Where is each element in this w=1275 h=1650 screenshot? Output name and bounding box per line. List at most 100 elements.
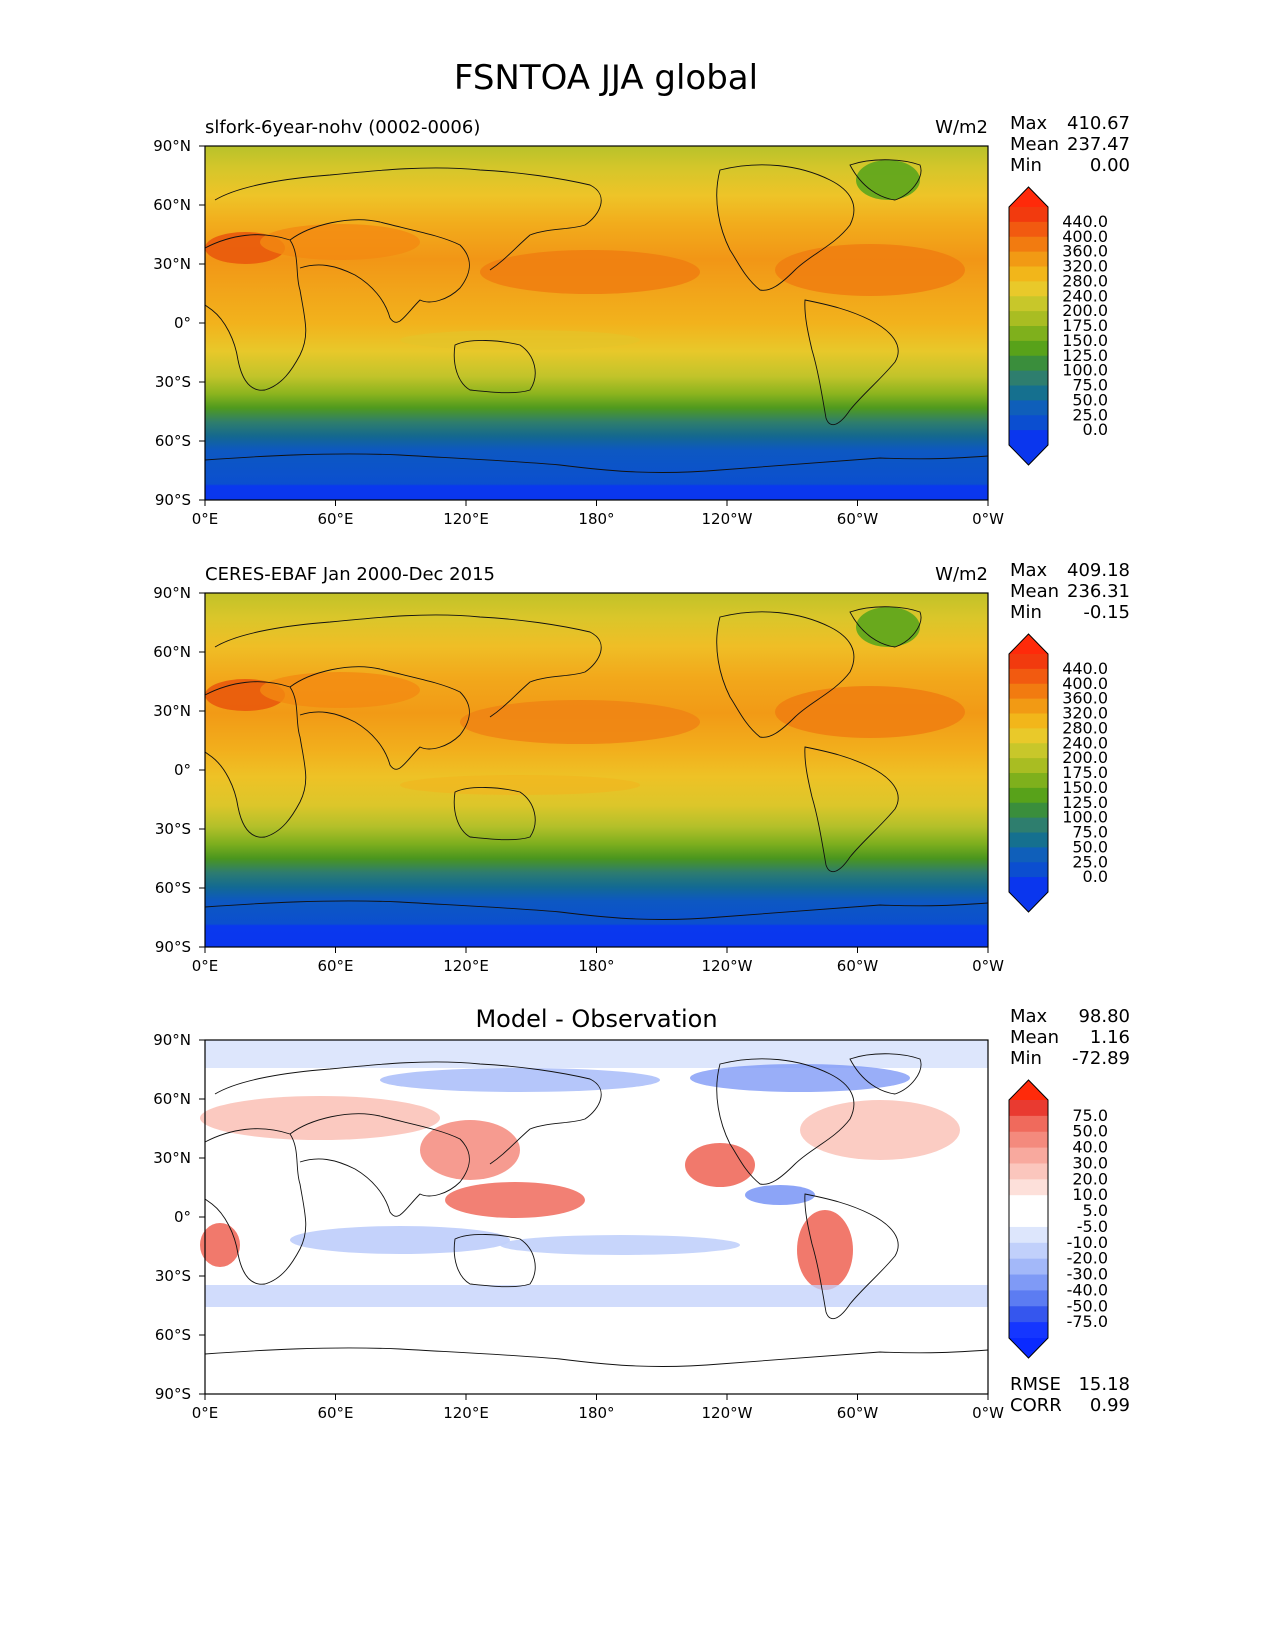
colorbar-segment — [1009, 296, 1048, 312]
lat-label: 0° — [174, 314, 191, 332]
field-background — [205, 593, 988, 947]
lat-label: 90°N — [153, 584, 191, 602]
lon-label: 120°E — [443, 957, 489, 975]
colorbar-segment — [1009, 654, 1048, 670]
panel-difference: Model - Observation — [153, 1005, 1130, 1422]
colorbar-segment — [1009, 221, 1048, 238]
colorbar-segment — [1009, 832, 1048, 848]
colorbar-segment — [1009, 802, 1048, 819]
stat-label: Max — [1010, 113, 1048, 134]
lat-label: 30°N — [153, 255, 191, 273]
lat-label: 90°S — [155, 491, 191, 509]
colorbar-extension-over — [1009, 187, 1048, 207]
lon-label: 0°E — [192, 957, 219, 975]
coastlines — [204, 606, 989, 920]
lon-label: 0°E — [192, 1404, 219, 1422]
colorbar-segment — [1009, 207, 1048, 223]
colorbar-tick-label: 320.0 — [1062, 704, 1108, 723]
lat-label: 30°S — [155, 1267, 191, 1285]
lat-axis: 90°N 60°N 30°N 0° 30°S 60°S 90°S — [153, 137, 205, 509]
colorbar-segment — [1009, 1131, 1048, 1149]
colorbar-tick-label: 75.0 — [1072, 1106, 1108, 1125]
colorbar-tick-label: 10.0 — [1072, 1185, 1108, 1204]
colorbar-extension-over — [1009, 634, 1048, 654]
colorbar-segment — [1009, 400, 1048, 416]
colorbar-tick-label: 175.0 — [1062, 763, 1108, 782]
stat-label: Max — [1010, 1006, 1048, 1027]
colorbar-tick-label: 25.0 — [1072, 405, 1108, 424]
colorbar-tick-label: 125.0 — [1062, 793, 1108, 812]
colorbar-tick-label: -40.0 — [1067, 1280, 1108, 1299]
field-background — [205, 146, 988, 500]
colorbar-outline — [1008, 1079, 1049, 1359]
colorbar-tick-label: 5.0 — [1083, 1201, 1108, 1220]
diff-band — [205, 1040, 988, 1068]
diff-anomaly-negative — [290, 1226, 510, 1254]
map-field — [204, 146, 989, 500]
stat-label: Min — [1010, 155, 1042, 176]
itcz-band — [400, 330, 640, 350]
panel-title-left: slfork-6year-nohv (0002-0006) — [205, 117, 480, 138]
lat-label: 30°S — [155, 820, 191, 838]
diff-anomaly-positive — [685, 1143, 755, 1187]
stat-value: 409.18 — [1067, 560, 1130, 581]
lon-label: 60°E — [317, 1404, 353, 1422]
lat-label: 60°S — [155, 432, 191, 450]
colorbar-tick-label: 440.0 — [1062, 212, 1108, 231]
colorbar-tick-label: -10.0 — [1067, 1233, 1108, 1252]
colorbar-tick-label: 360.0 — [1062, 242, 1108, 261]
lat-axis: 90°N 60°N 30°N 0° 30°S 60°S 90°S — [153, 584, 205, 956]
colorbar-tick-label: -20.0 — [1067, 1249, 1108, 1268]
colorbar-segment — [1009, 1306, 1048, 1323]
lon-label: 180° — [578, 957, 614, 975]
colorbar-tick-label: 0.0 — [1083, 420, 1108, 439]
colorbar-segment — [1009, 668, 1048, 685]
panel-title-center: Model - Observation — [475, 1005, 717, 1033]
colorbar-segment — [1009, 1195, 1048, 1212]
colorbar-segment — [1009, 326, 1048, 342]
stats-box: Max 409.18 Mean 236.31 Min -0.15 — [1010, 560, 1130, 623]
colorbar-tick-label: -75.0 — [1067, 1312, 1108, 1331]
diff-band — [205, 1285, 988, 1307]
colorbar-segment — [1009, 251, 1048, 267]
stat-label: Max — [1010, 560, 1048, 581]
colorbar-segment — [1009, 728, 1048, 744]
coastlines — [204, 1053, 989, 1367]
stat-value: 410.67 — [1067, 113, 1130, 134]
greenland-low — [856, 160, 920, 200]
lon-label: 60°E — [317, 957, 353, 975]
diff-anomaly-negative — [380, 1068, 660, 1092]
lon-axis: 0°E 60°E 120°E 180° 120°W 60°W 0°W — [192, 1394, 1004, 1422]
colorbar-field: 440.0400.0360.0320.0280.0240.0200.0175.0… — [1008, 633, 1108, 913]
colorbar-tick-label: 75.0 — [1072, 823, 1108, 842]
colorbar-tick-label: 440.0 — [1062, 659, 1108, 678]
colorbar-tick-label: -5.0 — [1077, 1217, 1108, 1236]
diff-anomaly-positive — [800, 1100, 960, 1160]
metric-value: 15.18 — [1078, 1374, 1130, 1395]
diff-anomaly-positive — [200, 1223, 240, 1267]
colorbar-segment — [1009, 385, 1048, 401]
lon-label: 60°W — [837, 1404, 879, 1422]
colorbar-segment — [1009, 713, 1048, 729]
colorbar-segment — [1009, 1322, 1048, 1339]
eurasia-band — [260, 224, 420, 260]
lat-label: 30°N — [153, 702, 191, 720]
diff-anomaly-positive — [200, 1096, 440, 1140]
colorbar-segment — [1009, 1163, 1048, 1180]
colorbar-segment — [1009, 773, 1048, 789]
colorbar-segment — [1009, 355, 1048, 372]
colorbar-tick-label: 100.0 — [1062, 808, 1108, 827]
metric-label: RMSE — [1010, 1374, 1061, 1395]
colorbar-tick-label: 0.0 — [1083, 867, 1108, 886]
colorbar-tick-label: 20.0 — [1072, 1169, 1108, 1188]
coastlines — [204, 159, 989, 473]
colorbar-segment — [1009, 877, 1048, 893]
north-pacific-high — [480, 250, 700, 294]
colorbar-tick-label: 320.0 — [1062, 257, 1108, 276]
colorbar-segment — [1009, 236, 1048, 253]
colorbar-tick-label: 200.0 — [1062, 301, 1108, 320]
colorbar-segment — [1009, 340, 1048, 357]
map-diff — [200, 1040, 989, 1394]
colorbar-segment — [1009, 683, 1048, 700]
